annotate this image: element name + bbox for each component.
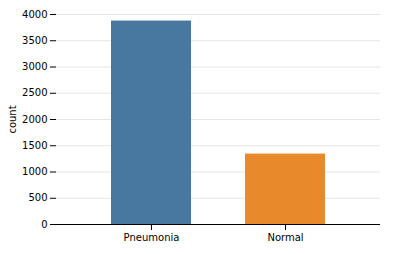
svg-text:count: count — [7, 105, 18, 133]
svg-text:2000: 2000 — [22, 114, 47, 125]
svg-text:Normal: Normal — [267, 232, 303, 243]
svg-text:3500: 3500 — [22, 35, 47, 46]
svg-text:3000: 3000 — [22, 61, 47, 72]
svg-text:Pneumonia: Pneumonia — [124, 232, 180, 243]
svg-text:2500: 2500 — [22, 87, 47, 98]
svg-text:1500: 1500 — [22, 140, 47, 151]
svg-text:1000: 1000 — [22, 166, 47, 177]
svg-text:0: 0 — [41, 219, 47, 230]
svg-text:4000: 4000 — [22, 9, 47, 20]
svg-text:500: 500 — [28, 192, 47, 203]
